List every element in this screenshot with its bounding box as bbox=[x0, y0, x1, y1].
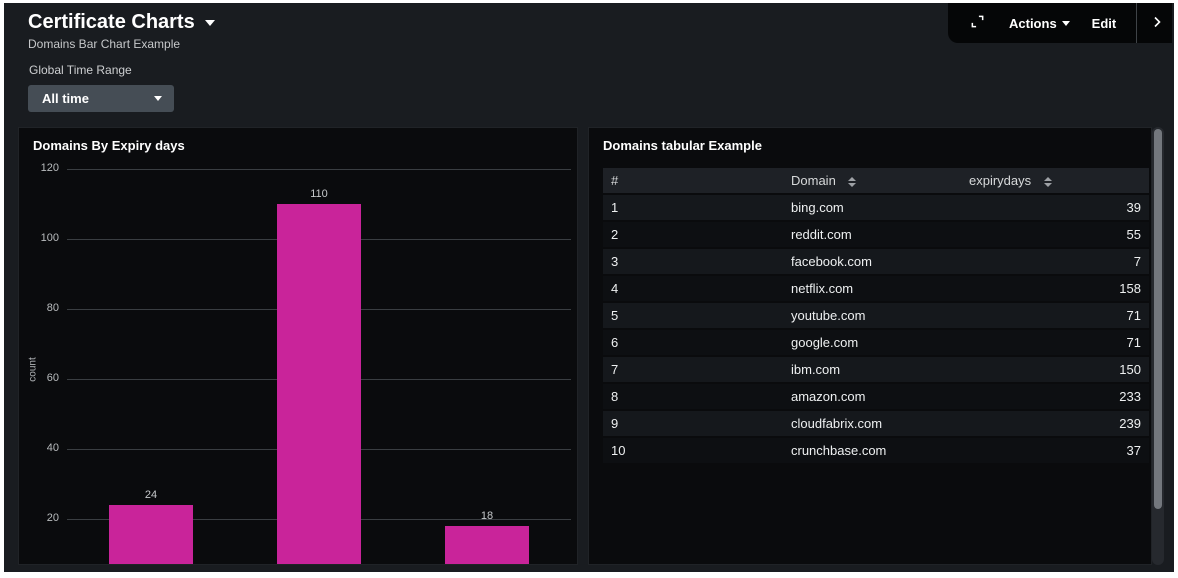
bar-1[interactable] bbox=[109, 505, 193, 564]
table-row[interactable]: 1 bing.com 39 bbox=[603, 195, 1149, 220]
expirydays-cell: 7 bbox=[961, 249, 1149, 274]
domain-cell: cloudfabrix.com bbox=[783, 411, 961, 436]
table-row[interactable]: 6 google.com 71 bbox=[603, 330, 1149, 355]
row-index-cell: 7 bbox=[603, 357, 783, 382]
title-dropdown-caret-icon[interactable] bbox=[204, 19, 215, 26]
expand-icon bbox=[970, 14, 985, 32]
page-title-text: Certificate Charts bbox=[28, 11, 195, 33]
bar-chart-title: Domains By Expiry days bbox=[33, 138, 185, 153]
expirydays-cell: 71 bbox=[961, 330, 1149, 355]
edit-button[interactable]: Edit bbox=[1092, 16, 1117, 31]
row-index-cell: 1 bbox=[603, 195, 783, 220]
y-axis-tick-label: 40 bbox=[46, 442, 59, 454]
page-title: Certificate Charts bbox=[28, 11, 215, 34]
table-row[interactable]: 8 amazon.com 233 bbox=[603, 384, 1149, 409]
row-index-cell: 4 bbox=[603, 276, 783, 301]
fullscreen-button[interactable] bbox=[970, 14, 985, 32]
table-panel-title: Domains tabular Example bbox=[603, 138, 762, 153]
bar-value-label: 24 bbox=[144, 489, 158, 501]
table-panel: Domains tabular Example # Domain expiryd… bbox=[588, 127, 1152, 565]
bar-2[interactable] bbox=[277, 204, 361, 564]
table-row[interactable]: 7 ibm.com 150 bbox=[603, 357, 1149, 382]
domain-cell: netflix.com bbox=[783, 276, 961, 301]
column-header-index: # bbox=[603, 168, 783, 193]
toolbar: Actions Edit bbox=[948, 3, 1172, 43]
scrollbar-thumb[interactable] bbox=[1154, 129, 1162, 509]
edit-button-label: Edit bbox=[1091, 15, 1117, 31]
table-row[interactable]: 10 crunchbase.com 37 bbox=[603, 438, 1149, 463]
table-row[interactable]: 9 cloudfabrix.com 239 bbox=[603, 411, 1149, 436]
domain-cell: youtube.com bbox=[783, 303, 961, 328]
expirydays-cell: 71 bbox=[961, 303, 1149, 328]
time-range-dropdown[interactable]: All time bbox=[28, 85, 174, 112]
chevron-right-icon bbox=[1151, 15, 1163, 32]
bar-3[interactable] bbox=[445, 526, 529, 564]
domain-cell: amazon.com bbox=[783, 384, 961, 409]
bar-chart-panel: Domains By Expiry days count 120 100 80 60 4… bbox=[18, 127, 578, 565]
row-index-cell: 5 bbox=[603, 303, 783, 328]
y-axis-tick-label: 80 bbox=[46, 302, 59, 314]
dashboard: Actions Edit Certificate Charts Domains … bbox=[4, 3, 1174, 572]
y-axis-tick-label: 20 bbox=[46, 512, 59, 524]
domain-cell: reddit.com bbox=[783, 222, 961, 247]
global-time-range-label: Global Time Range bbox=[29, 63, 132, 77]
y-axis-tick-label: 100 bbox=[40, 232, 59, 244]
row-index-cell: 9 bbox=[603, 411, 783, 436]
sort-icon[interactable] bbox=[1043, 176, 1052, 187]
domain-cell: google.com bbox=[783, 330, 961, 355]
y-axis-tick-label: 60 bbox=[46, 372, 59, 384]
column-header-domain[interactable]: Domain bbox=[783, 168, 961, 193]
expirydays-cell: 233 bbox=[961, 384, 1149, 409]
row-index-cell: 2 bbox=[603, 222, 783, 247]
chevron-down-icon bbox=[154, 96, 162, 101]
table-row[interactable]: 3 facebook.com 7 bbox=[603, 249, 1149, 274]
row-index-cell: 3 bbox=[603, 249, 783, 274]
domain-cell: facebook.com bbox=[783, 249, 961, 274]
expirydays-cell: 239 bbox=[961, 411, 1149, 436]
table-row[interactable]: 4 netflix.com 158 bbox=[603, 276, 1149, 301]
sort-icon[interactable] bbox=[848, 176, 857, 187]
chevron-down-icon bbox=[1061, 20, 1070, 26]
column-header-domain-label: Domain bbox=[791, 173, 836, 188]
expirydays-cell: 55 bbox=[961, 222, 1149, 247]
gridline bbox=[67, 169, 571, 170]
column-header-expirydays[interactable]: expirydays bbox=[961, 168, 1149, 193]
table-header-row: # Domain expirydays bbox=[603, 168, 1149, 193]
domain-cell: ibm.com bbox=[783, 357, 961, 382]
actions-button-label: Actions bbox=[1009, 15, 1057, 31]
expirydays-cell: 39 bbox=[961, 195, 1149, 220]
table-row[interactable]: 2 reddit.com 55 bbox=[603, 222, 1149, 247]
time-range-value: All time bbox=[42, 91, 89, 106]
collapse-panel-button[interactable] bbox=[1151, 15, 1163, 32]
row-index-cell: 6 bbox=[603, 330, 783, 355]
domains-table: # Domain expirydays 1 bing.com 39 2 reddit.c… bbox=[603, 166, 1149, 465]
domain-cell: bing.com bbox=[783, 195, 961, 220]
row-index-cell: 8 bbox=[603, 384, 783, 409]
bar-value-label: 110 bbox=[310, 188, 328, 200]
expirydays-cell: 150 bbox=[961, 357, 1149, 382]
y-axis-title: count bbox=[27, 357, 39, 382]
y-axis-tick-label: 120 bbox=[40, 162, 59, 174]
page-subtitle: Domains Bar Chart Example bbox=[28, 37, 181, 51]
vertical-scrollbar[interactable] bbox=[1152, 127, 1164, 565]
row-index-cell: 10 bbox=[603, 438, 783, 463]
column-header-expirydays-label: expirydays bbox=[969, 173, 1032, 188]
actions-button[interactable]: Actions bbox=[1009, 16, 1070, 31]
table-row[interactable]: 5 youtube.com 71 bbox=[603, 303, 1149, 328]
expirydays-cell: 158 bbox=[961, 276, 1149, 301]
expirydays-cell: 37 bbox=[961, 438, 1149, 463]
bar-value-label: 18 bbox=[480, 510, 494, 522]
toolbar-divider bbox=[1136, 3, 1138, 43]
domain-cell: crunchbase.com bbox=[783, 438, 961, 463]
bar-chart-plot: count 120 100 80 60 40 20 24 110 18 bbox=[19, 128, 577, 564]
